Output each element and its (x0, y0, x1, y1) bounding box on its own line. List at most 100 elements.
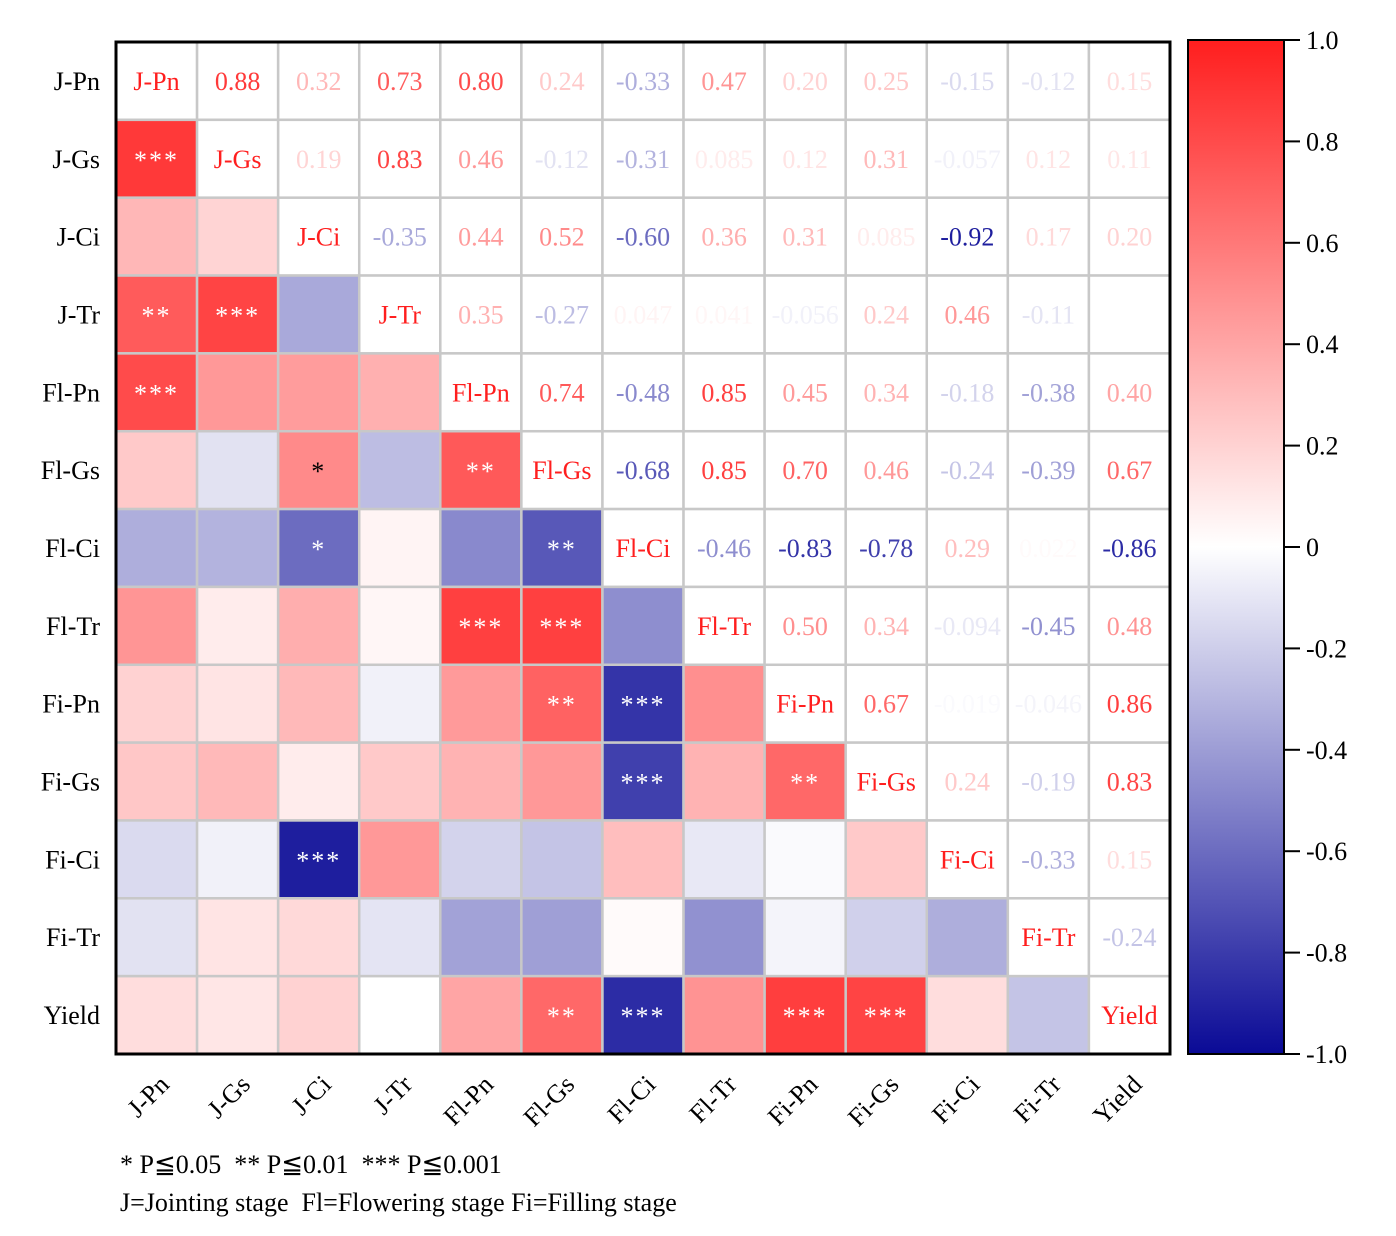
heatmap-cell (195, 741, 280, 822)
diagonal-label: Fi-Ci (940, 845, 995, 874)
correlation-value: 0.46 (863, 456, 909, 485)
row-label: Fl-Ci (45, 534, 100, 563)
heatmap-cell (1006, 274, 1091, 355)
correlation-value: 0.12 (782, 145, 828, 174)
lower-cell (357, 585, 442, 667)
heatmap-cell (1006, 663, 1091, 744)
heatmap-cell (1087, 819, 1172, 900)
upper-cell: 0.19 (276, 118, 361, 199)
correlation-value: 0.85 (701, 378, 747, 407)
colorbar-tick-label: -0.8 (1306, 939, 1347, 968)
upper-cell: -0.019 (925, 663, 1010, 744)
heatmap-cell (357, 819, 442, 900)
upper-cell: 0.31 (844, 118, 929, 199)
correlation-value: 0.47 (701, 67, 747, 96)
significance-mark: ** (790, 769, 820, 798)
heatmap-cell (439, 819, 523, 900)
lower-cell (439, 741, 523, 822)
correlation-value: 0.15 (1107, 845, 1153, 874)
lower-cell (357, 897, 442, 978)
heatmap-cell (601, 897, 685, 978)
diagonal-cell: Fi-Tr (1006, 897, 1091, 978)
heatmap-cell (276, 429, 361, 511)
heatmap-cell (520, 974, 604, 1056)
heatmap-cell (276, 196, 361, 277)
heatmap-cell (439, 897, 523, 978)
heatmap-cell (195, 40, 280, 122)
row-label: Fl-Pn (42, 378, 100, 407)
upper-cell: 0.12 (1006, 118, 1091, 199)
significance-mark: *** (296, 846, 341, 875)
heatmap-cell (925, 741, 1010, 822)
colorbar-tick-label: -0.4 (1306, 736, 1347, 765)
correlation-value: -0.057 (934, 145, 1001, 174)
lower-cell (276, 585, 361, 667)
significance-mark: *** (621, 1002, 666, 1031)
significance-mark: ** (547, 1002, 577, 1031)
significance-mark: *** (539, 613, 584, 642)
column-label: J-Gs (202, 1070, 256, 1124)
lower-cell (276, 741, 361, 822)
heatmap-cell (682, 663, 766, 744)
heatmap-cell (925, 429, 1010, 511)
heatmap-cell (601, 663, 685, 744)
heatmap-cell (195, 196, 280, 277)
heatmap-cell (357, 429, 442, 511)
lower-cell (114, 897, 199, 978)
lower-cell (357, 352, 442, 433)
heatmap-cell (844, 663, 929, 744)
lower-cell (520, 897, 604, 978)
column-label: J-Ci (286, 1070, 337, 1121)
correlation-value: -0.35 (373, 223, 427, 252)
upper-cell: 0.31 (763, 196, 847, 277)
heatmap-cell (114, 819, 199, 900)
row-label: Fi-Gs (41, 768, 100, 797)
upper-cell: -0.24 (1087, 897, 1172, 978)
upper-cell (1087, 274, 1172, 355)
heatmap-cell (195, 974, 280, 1056)
heatmap-cell (276, 974, 361, 1056)
heatmap-cell (682, 819, 766, 900)
significance-mark: ** (547, 535, 577, 564)
column-label: Fl-Ci (602, 1070, 661, 1129)
heatmap-cell (195, 585, 280, 667)
heatmap-cell (763, 819, 847, 900)
heatmap-cell (195, 663, 280, 744)
correlation-value: -0.12 (1021, 67, 1075, 96)
significance-mark: *** (215, 301, 260, 330)
upper-cell: 0.34 (844, 585, 929, 667)
diagonal-cell: Fl-Gs (520, 429, 604, 511)
heatmap-cell (357, 663, 442, 744)
heatmap-cell (763, 118, 847, 199)
column-label: J-Tr (368, 1069, 419, 1120)
diagonal-cell: J-Gs (195, 118, 280, 199)
lower-cell (357, 507, 442, 589)
upper-cell: 0.40 (1087, 352, 1172, 433)
row-label: J-Tr (58, 300, 101, 329)
correlation-value: -0.92 (940, 223, 994, 252)
significance-mark: ** (142, 301, 172, 330)
heatmap-cell (1006, 40, 1091, 122)
upper-cell: -0.12 (520, 118, 604, 199)
lower-cell (520, 741, 604, 822)
diagonal-cell: J-Ci (276, 196, 361, 277)
column-label: Fl-Tr (684, 1069, 743, 1128)
significance-mark: *** (864, 1002, 909, 1031)
heatmap-cell (1087, 429, 1172, 511)
upper-cell: 0.15 (1087, 40, 1172, 122)
diagonal-cell: Fl-Ci (601, 507, 685, 589)
correlation-value: 0.35 (458, 300, 504, 329)
upper-cell: -0.39 (1006, 429, 1091, 511)
correlation-value: 0.50 (782, 612, 828, 641)
lower-cell (195, 663, 280, 744)
heatmap-cell (844, 897, 929, 978)
heatmap-cell (520, 429, 604, 511)
correlation-value: 0.32 (296, 67, 342, 96)
upper-cell: -0.38 (1006, 352, 1091, 433)
upper-cell: -0.46 (682, 507, 766, 589)
lower-cell: *** (763, 974, 847, 1056)
lower-cell (114, 741, 199, 822)
lower-cell (439, 897, 523, 978)
lower-cell (357, 663, 442, 744)
lower-cell (925, 897, 1010, 978)
